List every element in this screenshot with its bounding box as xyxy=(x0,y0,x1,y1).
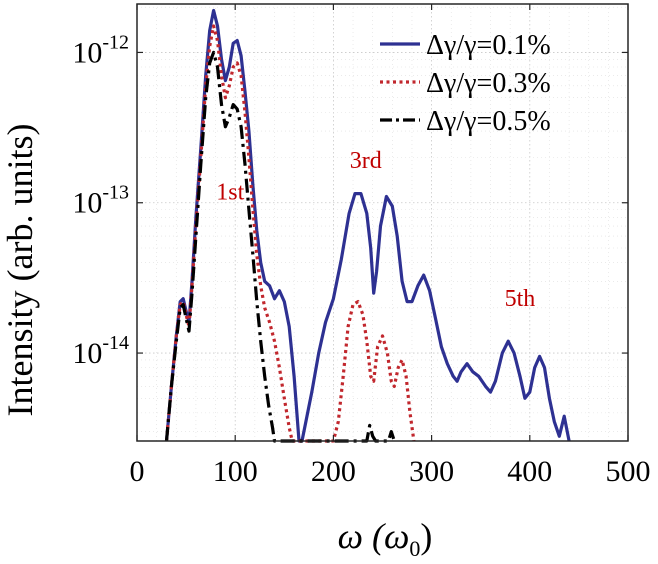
legend-label-2: Δγ/γ=0.3% xyxy=(426,68,551,99)
series-line-1 xyxy=(164,8,571,443)
harmonic-label: 3rd xyxy=(350,148,382,174)
y-tick-label-base: 10 xyxy=(72,187,102,220)
x-axis-title-sub: 0 xyxy=(409,536,420,561)
series-layer xyxy=(164,8,571,443)
x-tick-label: 200 xyxy=(311,455,356,488)
annotations: 1st 3rd 5th xyxy=(216,148,535,312)
y-tick-label: 10-12 xyxy=(72,31,129,69)
x-axis-title-main: ω (ω xyxy=(338,516,410,556)
x-axis-title: ω (ω0) xyxy=(338,516,433,561)
legend-label-1: Δγ/γ=0.1% xyxy=(426,30,551,61)
harmonic-label: 5th xyxy=(505,286,536,312)
x-tick-label: 300 xyxy=(409,455,454,488)
y-tick-label-base: 10 xyxy=(72,337,102,370)
y-tick-label: 10-13 xyxy=(72,182,129,220)
y-tick-label-exponent: -14 xyxy=(102,332,129,354)
x-tick-label: 100 xyxy=(213,455,258,488)
ticks xyxy=(136,4,629,441)
x-tick-label: 400 xyxy=(507,455,552,488)
y-tick-label-exponent: -13 xyxy=(102,182,129,204)
legend-label-3: Δγ/γ=0.5% xyxy=(426,106,551,137)
x-tick-label: 0 xyxy=(130,455,145,488)
series-line-3 xyxy=(164,50,396,443)
y-axis-title: Intensity (arb. units) xyxy=(0,124,40,417)
series-line-2 xyxy=(164,24,416,443)
legend: Δγ/γ=0.1% Δγ/γ=0.3% Δγ/γ=0.5% xyxy=(380,30,551,137)
x-axis-title-end: ) xyxy=(420,516,432,556)
y-tick-label-exponent: -12 xyxy=(102,31,129,53)
y-tick-label-base: 10 xyxy=(72,36,102,69)
y-tick-label: 10-14 xyxy=(72,332,129,370)
plot-frame xyxy=(136,3,629,442)
harmonic-label: 1st xyxy=(216,180,244,206)
x-tick-label: 500 xyxy=(606,455,651,488)
